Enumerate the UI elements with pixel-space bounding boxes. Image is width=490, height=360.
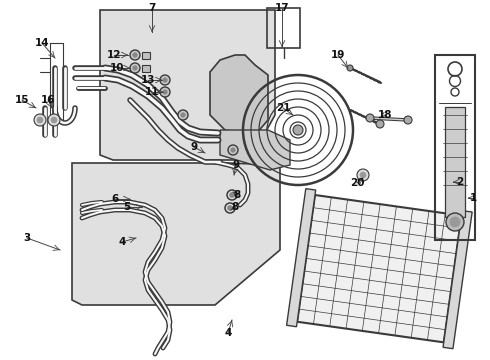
Polygon shape [72,163,280,305]
Circle shape [34,114,46,126]
Bar [142,65,150,72]
Text: 9: 9 [232,160,240,170]
Circle shape [227,206,232,211]
Circle shape [229,193,235,198]
Bar [445,107,465,217]
Text: 19: 19 [331,50,345,60]
Circle shape [376,120,384,128]
Text: 11: 11 [145,87,159,97]
Circle shape [130,50,140,60]
Circle shape [163,78,167,82]
Polygon shape [297,195,462,342]
Circle shape [450,217,460,227]
Bar [267,8,300,48]
Circle shape [48,114,60,126]
Text: 6: 6 [111,194,119,204]
Circle shape [360,172,366,178]
Polygon shape [287,189,316,327]
Circle shape [446,213,464,231]
Text: 16: 16 [41,95,55,105]
Text: 8: 8 [233,190,241,200]
Circle shape [228,145,238,155]
Circle shape [37,117,43,123]
Text: 20: 20 [350,178,364,188]
Circle shape [178,110,188,120]
Circle shape [160,75,170,85]
Text: 14: 14 [35,38,49,48]
Text: 5: 5 [123,202,131,212]
Circle shape [366,114,374,122]
Text: 4: 4 [224,328,232,338]
Circle shape [163,90,167,94]
Polygon shape [100,10,275,160]
Text: 3: 3 [24,233,31,243]
Text: 18: 18 [378,110,392,120]
Text: 9: 9 [191,142,197,152]
Bar [142,52,150,59]
Text: 1: 1 [469,193,477,203]
Polygon shape [210,55,268,135]
Text: 8: 8 [231,202,239,212]
Circle shape [160,87,170,97]
Text: 13: 13 [141,75,155,85]
Circle shape [231,148,235,152]
Text: 12: 12 [107,50,121,60]
Circle shape [51,117,57,123]
Circle shape [133,53,137,57]
Circle shape [357,169,369,181]
Text: 17: 17 [275,3,289,13]
Circle shape [130,63,140,73]
Text: 7: 7 [148,3,156,13]
Circle shape [293,125,303,135]
Text: 21: 21 [276,103,290,113]
Circle shape [404,116,412,124]
Bar [435,55,475,240]
Circle shape [181,113,185,117]
Text: 2: 2 [456,177,464,187]
Text: 10: 10 [110,63,124,73]
Circle shape [347,65,353,71]
Polygon shape [443,211,472,349]
Polygon shape [220,130,290,170]
Text: 4: 4 [118,237,126,247]
Text: 15: 15 [15,95,29,105]
Circle shape [133,66,137,70]
